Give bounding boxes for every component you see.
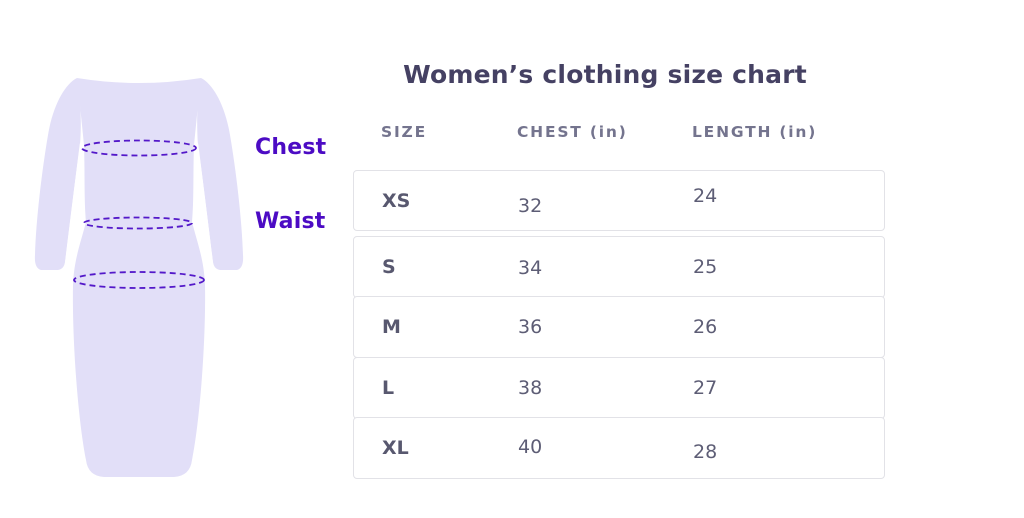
column-header-size: SIZE <box>381 123 427 141</box>
dress-body-shape <box>72 78 206 477</box>
chest-label: Chest <box>255 135 327 160</box>
right-sleeve-gap-line <box>195 142 214 267</box>
waist-measurement-ellipse <box>83 216 193 230</box>
table-row-l: L 38 27 <box>353 356 885 419</box>
cell-length: 26 <box>693 316 718 338</box>
cell-chest: 36 <box>518 316 543 338</box>
table-row-xl: XL 40 28 <box>353 417 885 479</box>
cell-size: L <box>382 376 395 399</box>
cell-length: 27 <box>693 376 718 399</box>
cell-chest: 40 <box>518 436 543 458</box>
cell-chest: 32 <box>518 194 543 217</box>
dress-right-sleeve-shape <box>197 78 244 270</box>
waist-label: Waist <box>255 209 326 234</box>
table-row-s: S 34 25 <box>353 235 885 298</box>
cell-size: XS <box>382 189 411 212</box>
cell-size: XL <box>382 437 409 459</box>
table-row-m: M 36 26 <box>353 296 885 358</box>
chest-measurement-ellipse <box>81 139 197 157</box>
cell-size: M <box>382 316 401 338</box>
cell-chest: 34 <box>518 256 543 279</box>
cell-length: 28 <box>693 441 718 463</box>
dress-measurement-illustration: Chest Waist <box>20 60 350 500</box>
left-sleeve-gap-line <box>64 142 83 267</box>
column-header-length: LENGTH (in) <box>692 123 818 141</box>
size-table: XS 32 24 S 34 25 M 36 26 L 38 27 XL 40 2… <box>353 170 885 479</box>
dress-silhouette-graphic <box>34 78 244 477</box>
table-header-row: SIZE CHEST (in) LENGTH (in) <box>353 123 885 141</box>
column-header-chest: CHEST (in) <box>517 123 628 141</box>
page-title: Women’s clothing size chart <box>403 60 807 89</box>
cell-length: 24 <box>693 184 718 207</box>
cell-chest: 38 <box>518 376 543 399</box>
table-row-xs: XS 32 24 <box>353 170 885 231</box>
cell-size: S <box>382 255 396 278</box>
hip-measurement-ellipse <box>73 271 205 289</box>
cell-length: 25 <box>693 255 718 278</box>
dress-left-sleeve-shape <box>34 78 81 270</box>
